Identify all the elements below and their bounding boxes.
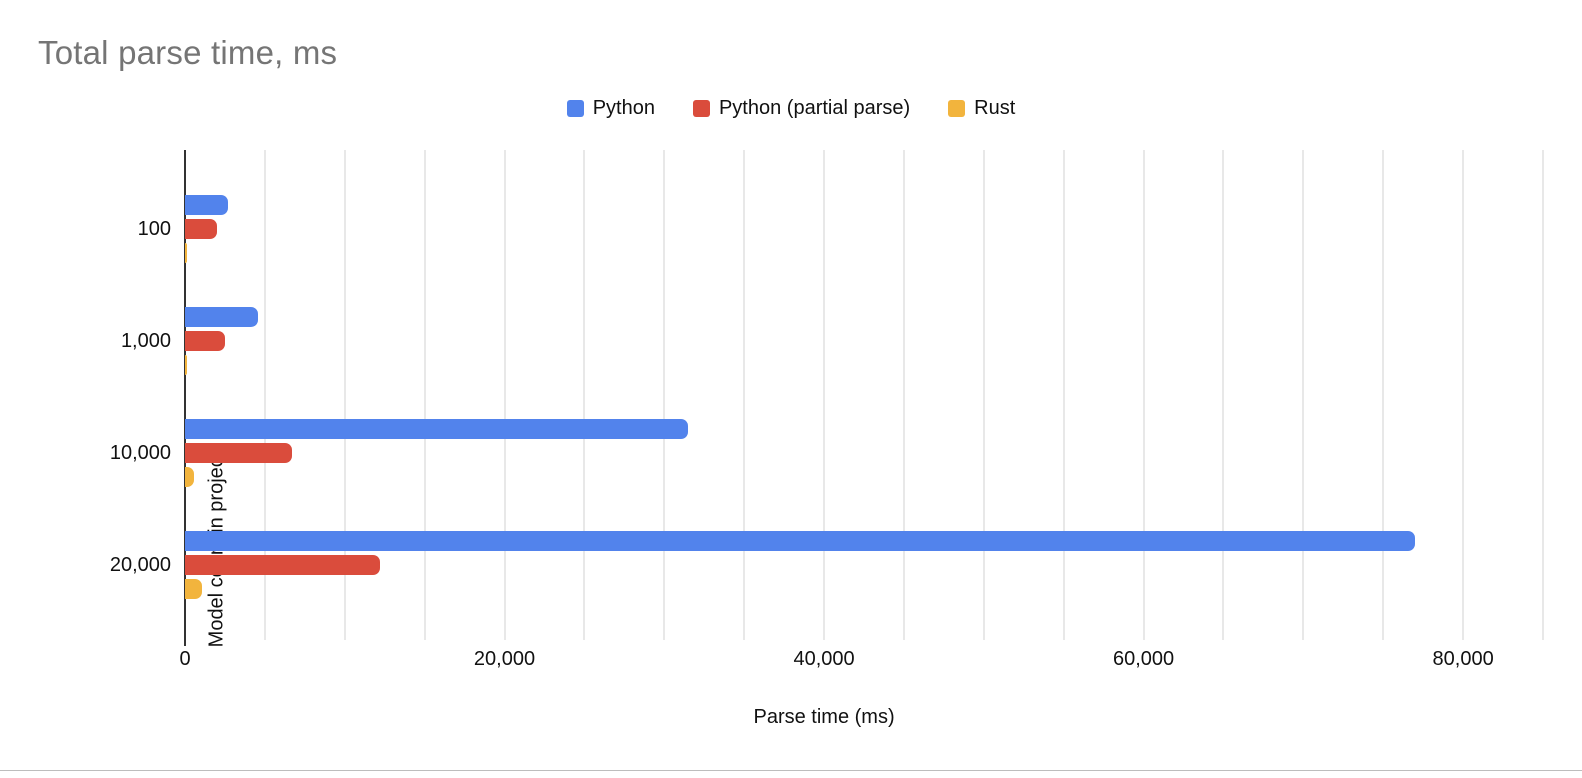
chart-title: Total parse time, ms — [38, 34, 338, 71]
category-label: 20,000 — [109, 554, 171, 576]
legend-label: Rust — [974, 97, 1016, 119]
legend-swatch-icon — [566, 100, 584, 117]
bar-rust-10000 — [185, 467, 194, 487]
gridline — [663, 150, 666, 640]
x-tick-label: 0 — [179, 648, 191, 670]
bar-python-1000 — [185, 307, 259, 327]
gridline — [1542, 150, 1544, 640]
bar-python-10000 — [185, 419, 689, 439]
gridline — [982, 150, 985, 640]
y-axis-line — [184, 150, 186, 646]
gridline — [743, 150, 746, 640]
gridline — [1062, 150, 1065, 640]
gridline — [1302, 150, 1305, 640]
bar-python-partial-parse-1000 — [185, 331, 225, 351]
category-label: 100 — [137, 218, 171, 240]
category-label: 10,000 — [109, 442, 171, 464]
bar-python-partial-parse-20000 — [185, 555, 380, 575]
gridline — [1382, 150, 1385, 640]
bar-rust-1000 — [185, 355, 187, 375]
bar-python-20000 — [185, 531, 1416, 551]
legend-item: Rust — [948, 97, 1015, 120]
gridline — [583, 150, 586, 640]
category-label: 1,000 — [120, 330, 171, 352]
x-tick-label: 20,000 — [473, 648, 536, 670]
x-tick-label: 60,000 — [1112, 648, 1175, 670]
bar-python-partial-parse-10000 — [185, 443, 293, 463]
gridline — [1462, 150, 1465, 640]
bar-rust-100 — [185, 243, 187, 263]
bar-rust-20000 — [185, 579, 203, 599]
bar-python-partial-parse-100 — [185, 219, 217, 239]
x-tick-label: 40,000 — [793, 648, 855, 670]
plot-area: Model count in project — [185, 150, 1544, 647]
gridline — [503, 150, 506, 640]
gridline — [343, 150, 346, 640]
bottom-divider — [0, 770, 1582, 771]
legend: Python Python (partial parse) Rust — [0, 97, 1582, 120]
legend-item: Python (partial parse) — [692, 97, 911, 120]
legend-item: Python — [566, 97, 655, 120]
x-axis-title: Parse time (ms) — [753, 706, 895, 728]
gridline — [902, 150, 905, 640]
legend-label: Python — [592, 97, 655, 119]
gridline — [1142, 150, 1145, 640]
x-tick-label: 80,000 — [1432, 648, 1494, 670]
bar-python-100 — [185, 195, 229, 215]
gridline — [423, 150, 426, 640]
gridline — [1222, 150, 1225, 640]
legend-swatch-icon — [948, 100, 966, 117]
legend-swatch-icon — [692, 100, 710, 117]
legend-label: Python (partial parse) — [718, 97, 911, 119]
gridline — [263, 150, 266, 640]
gridline — [823, 150, 826, 640]
